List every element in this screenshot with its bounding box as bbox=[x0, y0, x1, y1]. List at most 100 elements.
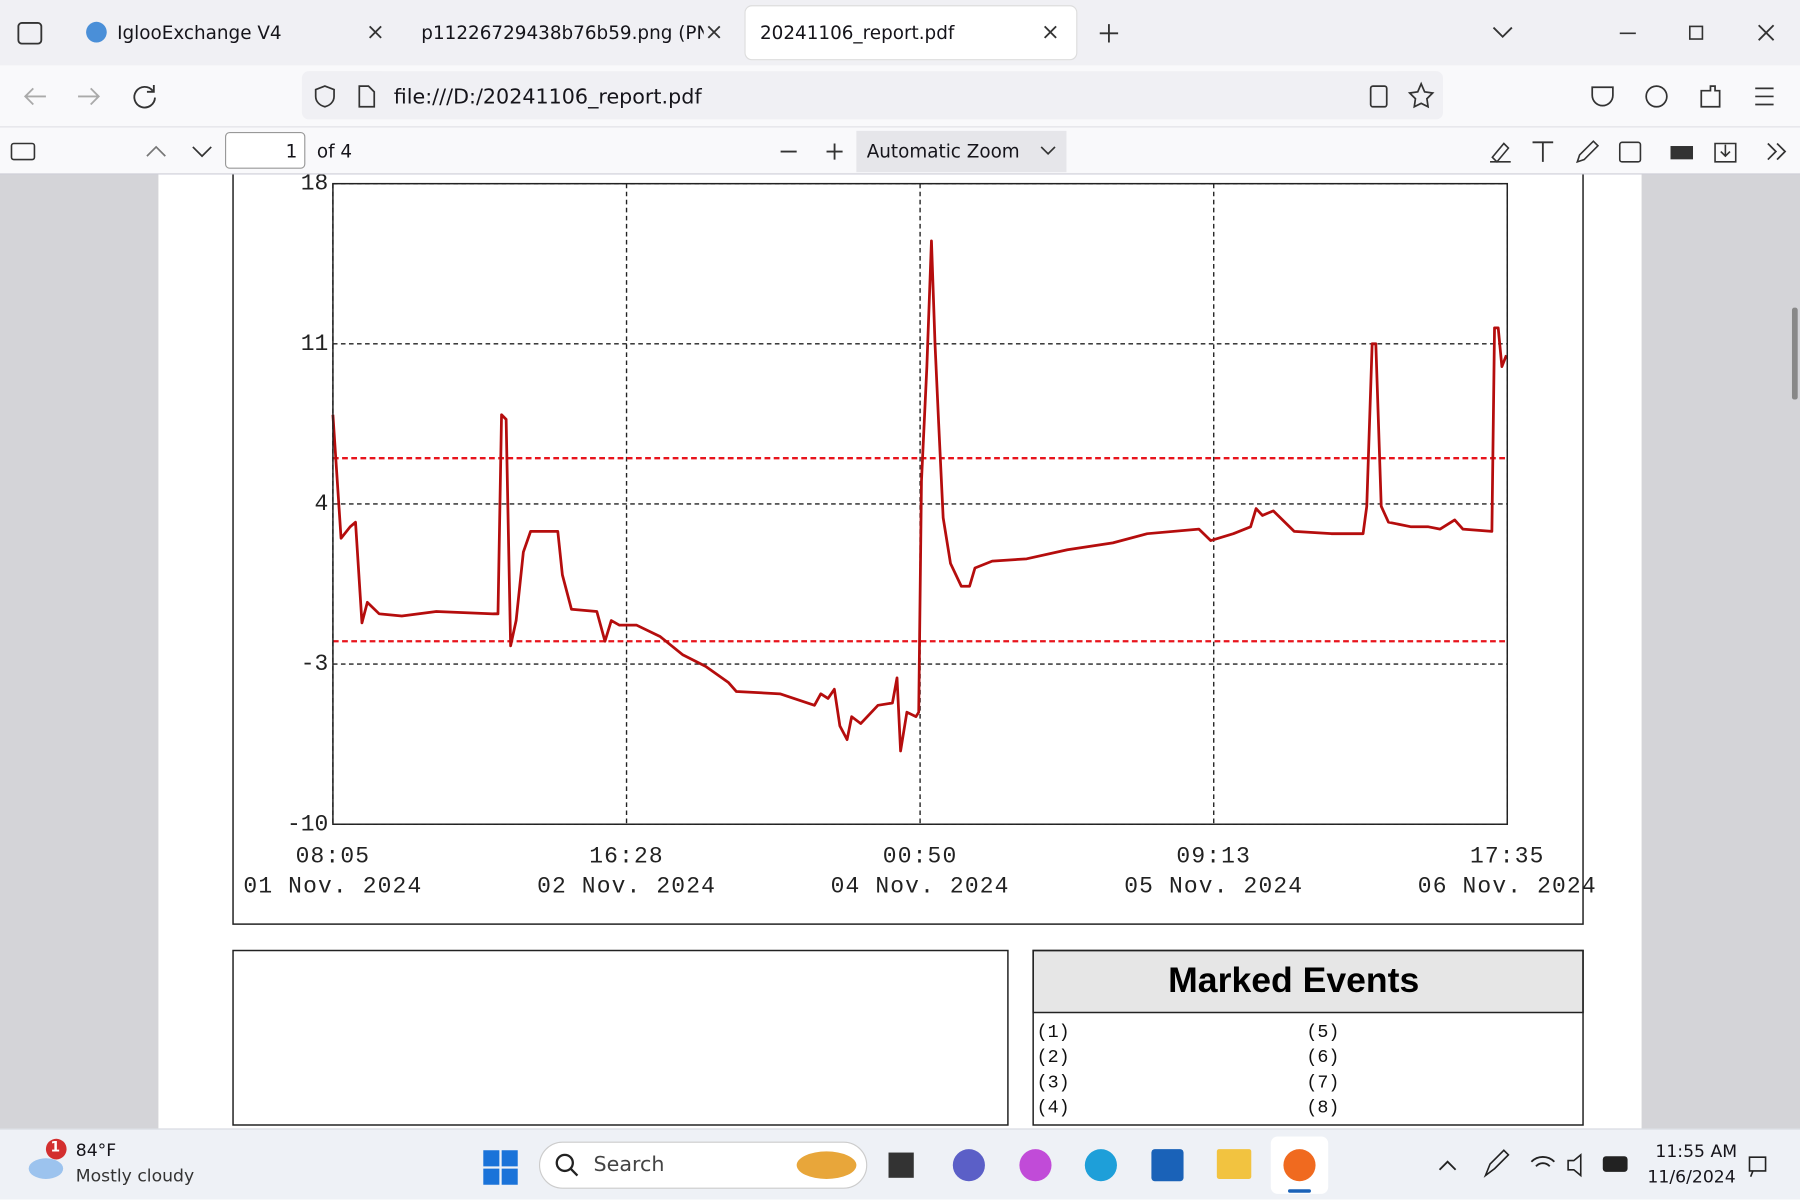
save-icon[interactable] bbox=[1714, 142, 1737, 163]
draw-tool[interactable] bbox=[1576, 140, 1600, 164]
firefox-icon[interactable] bbox=[1283, 1149, 1316, 1182]
tab-list-icon[interactable] bbox=[17, 22, 43, 45]
event-item: (4) bbox=[1037, 1098, 1070, 1119]
prev-page[interactable] bbox=[146, 145, 166, 157]
zoom-in[interactable] bbox=[826, 143, 843, 160]
back-icon[interactable] bbox=[23, 87, 46, 106]
shield-icon[interactable] bbox=[314, 85, 335, 108]
event-item: (8) bbox=[1306, 1098, 1339, 1119]
x-tick-label: 00:50 bbox=[883, 843, 958, 869]
reader-icon[interactable] bbox=[1369, 85, 1388, 108]
x-tick-label: 02 Nov. 2024 bbox=[537, 873, 716, 899]
zoom-arrow[interactable] bbox=[1040, 146, 1056, 156]
scrollbar-thumb[interactable] bbox=[1791, 307, 1798, 400]
highlight-tool[interactable] bbox=[1490, 142, 1511, 164]
sidebar-toggle[interactable] bbox=[10, 142, 36, 161]
bookmark-icon[interactable] bbox=[1407, 81, 1435, 109]
image-tool[interactable] bbox=[1618, 141, 1642, 163]
search-highlight[interactable] bbox=[796, 1151, 857, 1179]
clock-date[interactable]: 11/6/2024 bbox=[1647, 1166, 1736, 1187]
pdf-toolbar: 1 of 4 Automatic Zoom bbox=[0, 126, 1800, 175]
series-line bbox=[331, 239, 1508, 753]
edge-icon[interactable] bbox=[1084, 1149, 1117, 1182]
account-icon[interactable] bbox=[1645, 85, 1668, 108]
search-icon-handle bbox=[569, 1167, 579, 1177]
x-tick-label: 17:35 bbox=[1470, 843, 1545, 869]
active-indicator bbox=[1288, 1189, 1311, 1193]
temperature[interactable]: 84°F bbox=[75, 1139, 117, 1161]
event-item: (2) bbox=[1037, 1047, 1070, 1068]
tab-bar-icons bbox=[17, 5, 1775, 61]
tray-overflow[interactable] bbox=[1438, 1160, 1457, 1171]
search-box[interactable] bbox=[538, 1141, 868, 1189]
reload-icon[interactable] bbox=[133, 84, 156, 109]
close-window-icon[interactable] bbox=[1758, 24, 1775, 41]
tab-overflow-icon[interactable] bbox=[1492, 26, 1513, 39]
menu-icon[interactable] bbox=[1755, 87, 1774, 106]
url-text[interactable]: file:///D:/20241106_report.pdf bbox=[393, 84, 702, 110]
page-icon bbox=[358, 85, 376, 108]
tab-favicon bbox=[86, 21, 107, 43]
pdf-toolbar-icons bbox=[10, 130, 1787, 173]
active-tab-bg[interactable] bbox=[744, 5, 1078, 61]
taskbar-icons bbox=[28, 1136, 1767, 1194]
blank-box bbox=[232, 949, 1009, 1126]
notification-icon[interactable] bbox=[1748, 1156, 1767, 1177]
weather-text[interactable]: Mostly cloudy bbox=[75, 1165, 195, 1186]
weather-icon[interactable] bbox=[28, 1158, 64, 1179]
explorer-icon[interactable] bbox=[1216, 1149, 1252, 1179]
x-tick-label: 09:13 bbox=[1176, 843, 1251, 869]
tab-title[interactable]: 20241106_report.pdf bbox=[759, 21, 955, 44]
teams-icon[interactable] bbox=[952, 1149, 985, 1182]
tab-title[interactable]: IglooExchange V4 bbox=[117, 21, 282, 44]
new-tab-icon[interactable] bbox=[1099, 24, 1119, 43]
taskbar: 1 84°F Mostly cloudy Search 11:55 AM 11/… bbox=[0, 1128, 1800, 1200]
copilot-icon[interactable] bbox=[1019, 1149, 1052, 1182]
zoom-select[interactable]: Automatic Zoom bbox=[866, 140, 1020, 162]
more-tools[interactable] bbox=[1767, 142, 1787, 161]
pdf-viewer: Marked Events -10 -3 4 11 18 08:05 01 Nov. 202… bbox=[0, 174, 1800, 1129]
x-tick-label: 01 Nov. 2024 bbox=[243, 873, 422, 899]
page-input[interactable]: 1 bbox=[225, 132, 306, 169]
task-view[interactable] bbox=[888, 1152, 914, 1178]
clock-time[interactable]: 11:55 AM bbox=[1655, 1141, 1738, 1162]
pen-icon[interactable] bbox=[1483, 1149, 1510, 1178]
search-text[interactable]: Search bbox=[593, 1152, 665, 1177]
volume-icon[interactable] bbox=[1567, 1153, 1582, 1178]
zoom-select-bg[interactable] bbox=[856, 130, 1067, 173]
weather-badge bbox=[45, 1138, 67, 1160]
tab-bar: IglooExchange V4 p11226729438b76b59.png … bbox=[0, 0, 1800, 66]
y-tick-label: 11 bbox=[301, 331, 329, 357]
next-page[interactable] bbox=[192, 146, 212, 158]
search-icon bbox=[555, 1153, 574, 1173]
event-item: (1) bbox=[1037, 1022, 1070, 1043]
forward-icon[interactable] bbox=[78, 87, 101, 106]
x-tick-label: 04 Nov. 2024 bbox=[831, 873, 1010, 899]
y-tick-label: 18 bbox=[301, 174, 329, 196]
url-field[interactable] bbox=[301, 71, 1443, 120]
text-tool[interactable] bbox=[1532, 141, 1554, 162]
x-tick-label: 05 Nov. 2024 bbox=[1124, 873, 1303, 899]
battery-icon[interactable] bbox=[1602, 1156, 1628, 1172]
nav-icons bbox=[23, 81, 1774, 109]
store-icon[interactable] bbox=[1151, 1149, 1184, 1182]
events-box bbox=[1032, 949, 1584, 1126]
print-icon[interactable] bbox=[1670, 146, 1694, 160]
wifi-icon[interactable] bbox=[1530, 1155, 1555, 1168]
tab-title[interactable]: p11226729438b76b59.png (PNG Im bbox=[421, 21, 703, 44]
event-item: (5) bbox=[1306, 1022, 1339, 1043]
extensions-icon[interactable] bbox=[1700, 85, 1721, 108]
page-count: of 4 bbox=[316, 140, 353, 162]
start-button[interactable] bbox=[483, 1150, 518, 1185]
event-item: (6) bbox=[1306, 1047, 1339, 1068]
restore-icon[interactable] bbox=[1688, 25, 1704, 40]
y-tick-label: -3 bbox=[301, 651, 329, 677]
nav-bar: file:///D:/20241106_report.pdf bbox=[0, 65, 1800, 127]
pocket-icon[interactable] bbox=[1591, 86, 1614, 107]
events-title: Marked Events bbox=[1168, 960, 1419, 1000]
plot-frame bbox=[332, 182, 1509, 825]
tab-close-icons[interactable] bbox=[368, 25, 1057, 39]
y-tick-label: -10 bbox=[287, 811, 328, 837]
x-tick-label: 16:28 bbox=[589, 843, 664, 869]
